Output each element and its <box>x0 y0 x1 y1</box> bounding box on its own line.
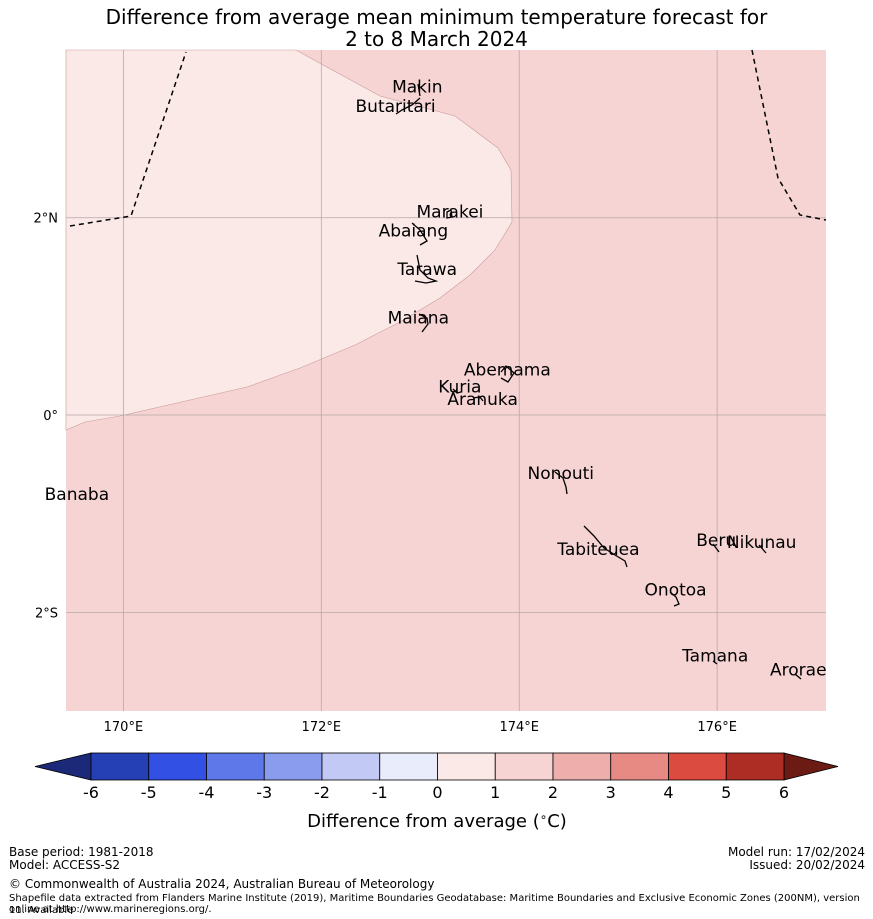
place-label: Onotoa <box>645 581 707 601</box>
place-label: Kuria <box>438 377 481 397</box>
island-makin <box>417 83 421 97</box>
island-nikunau <box>758 544 767 554</box>
colorbar-tick-label: -1 <box>372 783 388 802</box>
island-outlines <box>395 83 802 680</box>
colorbar-segment <box>90 752 150 781</box>
longitude-tick-labels: 170°E 172°E 174°E 176°E <box>104 720 737 735</box>
colorbar-segment <box>379 752 438 781</box>
colorbar-tick-label: -5 <box>141 783 157 802</box>
eez-boundary-east <box>751 49 827 221</box>
place-label: Tarawa <box>396 260 457 280</box>
model-run: Model run: 17/02/2024 <box>727 845 865 859</box>
place-label: Abemama <box>464 361 551 381</box>
place-label: Tamana <box>681 647 748 667</box>
island-kuria <box>452 388 462 394</box>
colorbar-segment <box>494 752 554 781</box>
island-beru <box>712 543 720 553</box>
place-label: Nikunau <box>727 533 797 553</box>
place-label: Aranuka <box>447 390 518 410</box>
colorbar-tick-label: 6 <box>779 783 789 802</box>
colorbar-segment <box>725 752 785 781</box>
shapefile-credit-line-1: Shapefile data extracted from Flanders M… <box>9 893 860 916</box>
island-abaiang <box>411 222 428 246</box>
colorbar-tick-labels: -6 -5 -4 -3 -2 -1 0 1 2 3 4 5 6 <box>83 783 789 802</box>
island-tabiteuea <box>583 525 628 568</box>
place-label: Marakei <box>416 203 483 223</box>
colorbar <box>34 752 839 781</box>
eez-boundary-west <box>69 51 187 227</box>
colorbar-tick-label: -4 <box>199 783 215 802</box>
colorbar-segment <box>321 752 381 781</box>
colorbar-over-arrow <box>783 752 839 781</box>
colorbar-tick-label: 3 <box>606 783 616 802</box>
colorbar-tick-label: 5 <box>721 783 731 802</box>
island-maiana <box>418 313 429 333</box>
colorbar-segment <box>206 752 265 781</box>
colorbar-segment <box>552 752 612 781</box>
region-0-to-1 <box>65 49 513 431</box>
colorbar-segment <box>263 752 323 781</box>
chart-title-line-2: 2 to 8 March 2024 <box>345 27 528 51</box>
colorbar-tick-label: 2 <box>548 783 558 802</box>
issued-date: Issued: 20/02/2024 <box>749 858 865 872</box>
island-butaritari <box>395 97 421 115</box>
colorbar-under-arrow <box>34 752 92 781</box>
colorbar-tick-label: 4 <box>663 783 673 802</box>
place-label: Maiana <box>388 308 449 328</box>
lat-tick-label: 0° <box>43 409 58 424</box>
place-label: Banaba <box>45 485 109 505</box>
island-marakei <box>446 209 453 219</box>
place-label: Makin <box>392 77 442 97</box>
island-onotoa <box>669 591 680 607</box>
colorbar-segment <box>610 752 669 781</box>
island-arorae <box>794 673 802 680</box>
chart-title-line-1: Difference from average mean minimum tem… <box>105 5 768 29</box>
colorbar-segment <box>148 752 207 781</box>
lon-tick-label: 174°E <box>499 720 539 735</box>
base-period: Base period: 1981-2018 <box>9 845 154 859</box>
colorbar-tick-label: 0 <box>432 783 442 802</box>
model-name: Model: ACCESS-S2 <box>9 858 121 872</box>
place-label: Beru <box>696 531 736 551</box>
island-abemama <box>500 365 515 383</box>
island-nonouti <box>554 471 568 495</box>
place-label: Abaiang <box>379 221 449 241</box>
colorbar-tick-label: -2 <box>314 783 330 802</box>
place-label: Nonouti <box>528 464 594 484</box>
island-tamana <box>712 660 718 665</box>
shapefile-credit-line-2: online at http://www.marineregions.org/. <box>9 904 212 915</box>
latitude-tick-labels: 2°N 0° 2°S <box>34 212 59 622</box>
island-aranuka <box>472 396 484 402</box>
lat-tick-label: 2°N <box>34 212 59 227</box>
colorbar-label: Difference from average (∘C) <box>307 810 567 832</box>
colorbar-tick-label: 1 <box>490 783 500 802</box>
gridlines <box>66 50 826 711</box>
lon-tick-label: 170°E <box>104 720 144 735</box>
colorbar-segment <box>437 752 496 781</box>
colorbar-segment <box>668 752 727 781</box>
colorbar-tick-label: -6 <box>83 783 99 802</box>
lon-tick-label: 172°E <box>302 720 342 735</box>
lat-tick-label: 2°S <box>35 606 58 621</box>
eez-boundary-lines <box>69 49 827 227</box>
colorbar-tick-label: -3 <box>256 783 272 802</box>
lon-tick-label: 176°E <box>697 720 737 735</box>
place-label: Arorae <box>770 660 827 680</box>
copyright-notice: © Commonwealth of Australia 2024, Austra… <box>9 877 435 891</box>
island-tarawa <box>414 254 439 284</box>
place-label: Tabiteuea <box>556 540 639 560</box>
place-label: Butaritari <box>356 97 436 117</box>
